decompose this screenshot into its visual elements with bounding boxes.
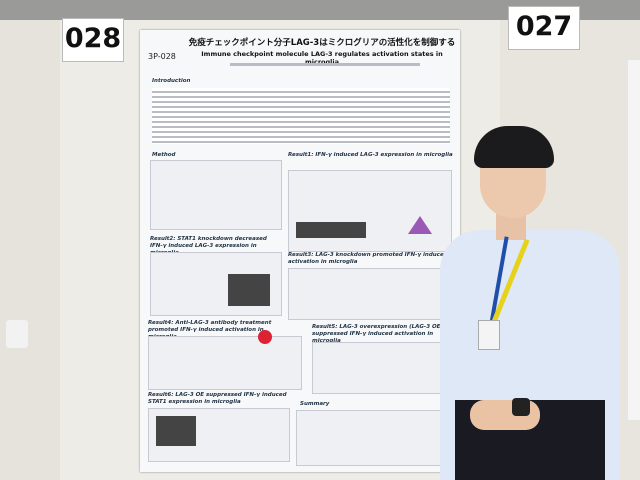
section-heading: Result6: LAG-3 OE suppressed IFN-γ induc… — [148, 392, 287, 405]
method-figure — [150, 160, 282, 230]
section-heading: Result3: LAG-3 knockdown promoted IFN-γ … — [288, 252, 448, 265]
section-heading: Introduction — [152, 78, 191, 84]
section-heading: Result5: LAG-3 overexpression (LAG-3 OE)… — [312, 324, 443, 344]
poster-subtitle: Immune checkpoint molecule LAG-3 regulat… — [201, 50, 443, 66]
western-blot — [296, 222, 366, 238]
summary-figure — [296, 410, 454, 466]
cup — [6, 320, 28, 348]
hair — [474, 126, 554, 168]
result-figure — [288, 170, 452, 252]
board-number: 028 — [62, 18, 124, 62]
microglia-icon — [258, 330, 272, 344]
result-figure — [148, 336, 302, 390]
paper-right — [628, 60, 640, 420]
western-blot — [228, 274, 270, 306]
poster: 3P-028 免疫チェックポイント分子LAG-3はミクログリアの活性化を制御する… — [140, 30, 460, 472]
result-figure — [312, 342, 454, 394]
board-number: 027 — [508, 6, 580, 50]
section-heading: Result1: IFN-γ induced LAG-3 expression … — [288, 152, 453, 158]
western-blot — [156, 416, 196, 446]
histogram-peak — [408, 216, 432, 234]
authors-line — [230, 63, 420, 66]
section-heading: Method — [152, 152, 176, 158]
name-badge — [478, 320, 500, 350]
intro-text — [152, 88, 450, 144]
poster-id: 3P-028 — [148, 52, 176, 61]
board-left — [0, 20, 60, 480]
result-figure — [288, 268, 452, 320]
watch — [512, 398, 530, 416]
poster-title: 免疫チェックポイント分子LAG-3はミクログリアの活性化を制御する — [188, 38, 456, 48]
section-heading: Summary — [300, 401, 330, 407]
ceiling — [0, 0, 640, 20]
